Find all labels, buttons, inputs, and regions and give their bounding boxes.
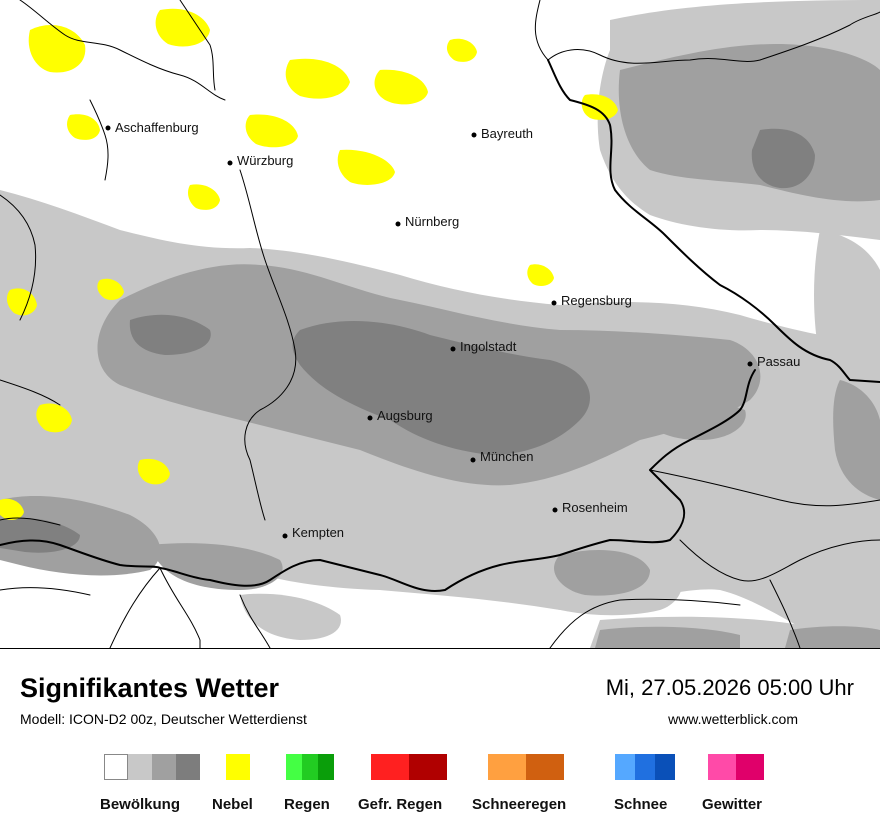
svg-text:Regensburg: Regensburg	[561, 293, 632, 308]
svg-text:Passau: Passau	[757, 354, 800, 369]
legend-swatches	[371, 754, 447, 780]
legend-swatch	[152, 754, 176, 780]
legend-schnee: Schnee	[614, 754, 675, 813]
legend-schneeregen: Schneeregen	[472, 754, 566, 813]
legend-swatches	[615, 754, 675, 780]
svg-text:München: München	[480, 449, 533, 464]
city-kempten: Kempten	[282, 525, 344, 540]
legend-gefr-regen: Gefr. Regen	[358, 754, 447, 813]
city-wuerzburg: Würzburg	[227, 153, 293, 168]
valid-time: Mi, 27.05.2026 05:00 Uhr	[605, 675, 854, 700]
legend-swatch	[128, 754, 152, 780]
city-regensburg: Regensburg	[551, 293, 632, 308]
svg-text:Würzburg: Würzburg	[237, 153, 293, 168]
weather-map: Aschaffenburg Würzburg Bayreuth Nürnberg…	[0, 0, 880, 649]
city-passau: Passau	[747, 354, 800, 369]
legend-nebel: Nebel	[212, 754, 253, 813]
city-aschaffenburg: Aschaffenburg	[105, 120, 199, 135]
legend-swatches	[488, 754, 564, 780]
city-muenchen: München	[470, 449, 533, 464]
legend-label: Gefr. Regen	[358, 796, 443, 813]
map-title: Signifikantes Wetter	[20, 673, 280, 703]
state-borders	[0, 0, 880, 648]
legend-swatch	[708, 754, 736, 780]
cloud-cover-dark	[0, 128, 815, 553]
svg-text:Nürnberg: Nürnberg	[405, 214, 459, 229]
city-bayreuth: Bayreuth	[471, 126, 533, 141]
svg-text:Rosenheim: Rosenheim	[562, 500, 628, 515]
svg-text:Ingolstadt: Ingolstadt	[460, 339, 517, 354]
legend-regen: Regen	[284, 754, 334, 813]
legend-swatch	[302, 754, 318, 780]
legend-swatches	[226, 754, 250, 780]
model-source: Modell: ICON-D2 00z, Deutscher Wetterdie…	[20, 711, 307, 727]
legend-swatch	[488, 754, 526, 780]
legend-swatch	[226, 754, 250, 780]
fog-areas	[0, 8, 618, 520]
legend-bewoelkung: Bewölkung	[100, 754, 200, 813]
legend-swatch	[635, 754, 655, 780]
city-rosenheim: Rosenheim	[552, 500, 628, 515]
legend-swatch	[655, 754, 675, 780]
map-svg: Aschaffenburg Würzburg Bayreuth Nürnberg…	[0, 0, 880, 648]
svg-text:Augsburg: Augsburg	[377, 408, 433, 423]
website-link[interactable]: www.wetterblick.com	[668, 711, 798, 727]
legend-swatches	[708, 754, 764, 780]
legend-label: Schneeregen	[472, 796, 567, 813]
legend-swatch	[286, 754, 302, 780]
legend-swatch	[526, 754, 564, 780]
map-footer: Signifikantes Wetter Modell: ICON-D2 00z…	[0, 649, 880, 830]
city-ingolstadt: Ingolstadt	[450, 339, 517, 354]
svg-text:Aschaffenburg: Aschaffenburg	[115, 120, 199, 135]
legend-label: Nebel	[212, 796, 253, 813]
svg-text:Kempten: Kempten	[292, 525, 344, 540]
legend-swatch	[371, 754, 409, 780]
legend-swatches	[104, 754, 200, 780]
legend-label: Gewitter	[702, 796, 763, 813]
legend-swatch	[615, 754, 635, 780]
city-nuernberg: Nürnberg	[395, 214, 459, 229]
legend-swatch	[409, 754, 447, 780]
legend-swatch	[736, 754, 764, 780]
legend-swatches	[286, 754, 334, 780]
legend-swatch	[176, 754, 200, 780]
legend-label: Regen	[284, 796, 330, 813]
svg-text:Bayreuth: Bayreuth	[481, 126, 533, 141]
legend-label: Bewölkung	[100, 796, 181, 813]
legend-gewitter: Gewitter	[702, 754, 764, 813]
legend-swatch	[318, 754, 334, 780]
legend-swatch	[104, 754, 128, 780]
legend-label: Schnee	[614, 796, 668, 813]
city-markers: Aschaffenburg Würzburg Bayreuth Nürnberg…	[105, 120, 800, 540]
city-augsburg: Augsburg	[367, 408, 433, 423]
